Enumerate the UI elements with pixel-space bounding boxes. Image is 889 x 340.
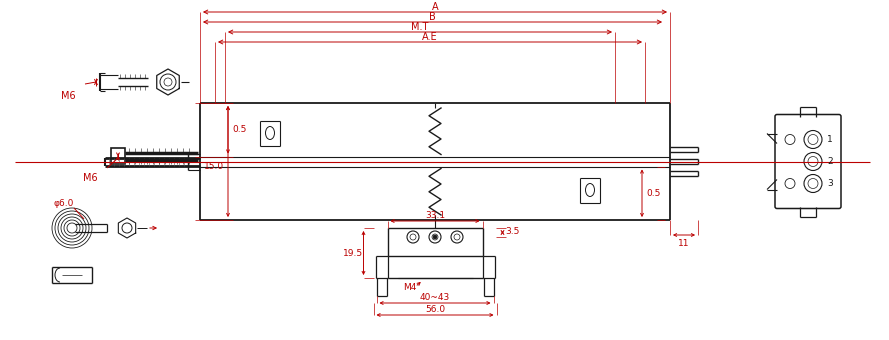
Text: 19.5: 19.5	[343, 249, 364, 257]
Bar	[111, 148, 125, 164]
Text: B: B	[429, 12, 436, 22]
Text: M6: M6	[83, 173, 97, 183]
Text: 15.0: 15.0	[204, 162, 224, 171]
Text: 0.5: 0.5	[647, 189, 661, 198]
Text: M4: M4	[404, 284, 417, 292]
Text: 3: 3	[827, 179, 833, 188]
Text: 0.5: 0.5	[233, 125, 247, 134]
Text: 1: 1	[827, 135, 833, 144]
Text: A.E: A.E	[422, 32, 437, 42]
Text: 2: 2	[827, 157, 833, 166]
Circle shape	[433, 235, 437, 239]
Text: 56.0: 56.0	[425, 305, 445, 313]
Text: 3.5: 3.5	[505, 227, 520, 237]
Text: M.T: M.T	[412, 22, 428, 32]
Text: φ6.0: φ6.0	[54, 199, 74, 207]
Text: 40~43: 40~43	[420, 292, 450, 302]
Text: 11: 11	[678, 238, 690, 248]
Text: M6: M6	[60, 91, 76, 101]
Text: 33.1: 33.1	[425, 210, 445, 220]
Text: A: A	[432, 2, 438, 12]
